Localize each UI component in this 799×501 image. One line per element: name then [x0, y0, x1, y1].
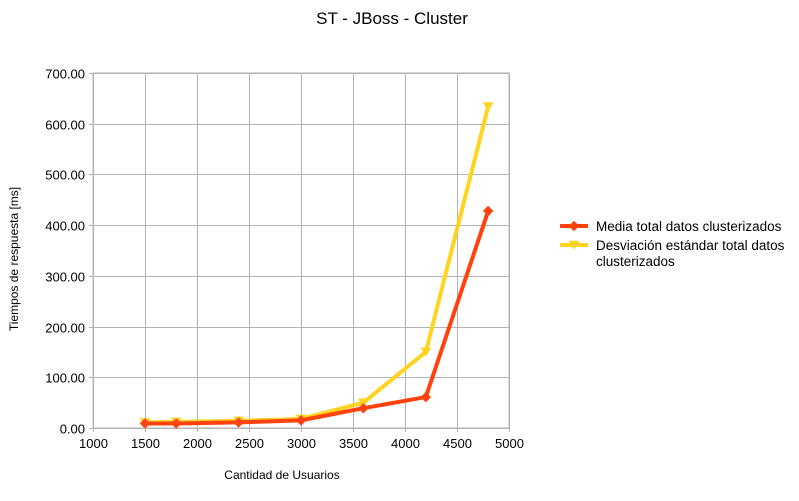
y-tick-label: 0.00 [60, 422, 85, 437]
legend-item-1: Desviación estándar total datosclusteriz… [560, 238, 785, 269]
y-tick-label: 600.00 [45, 118, 85, 133]
legend-label: Desviación estándar total datos [596, 238, 785, 253]
data-point-1 [420, 347, 432, 357]
x-tick-label: 5000 [495, 436, 524, 451]
y-tick-label: 200.00 [45, 321, 85, 336]
y-tick-label: 300.00 [45, 270, 85, 285]
data-point-0 [420, 391, 432, 403]
x-tick-label: 4500 [443, 436, 472, 451]
y-tick-label: 500.00 [45, 168, 85, 183]
y-axis-label: Tiempos de respuesta [ms] [7, 187, 21, 331]
data-point-0 [295, 415, 307, 426]
x-tick-label: 3500 [339, 436, 368, 451]
series-line-0 [143, 208, 491, 426]
legend-swatch-marker [568, 220, 580, 232]
y-tick-label: 700.00 [45, 67, 85, 82]
data-point-0 [170, 418, 182, 429]
x-tick-label: 3000 [287, 436, 316, 451]
grid-layer [92, 72, 510, 429]
x-tick-label: 4000 [391, 436, 420, 451]
data-point-0 [233, 417, 244, 428]
series-0 [139, 205, 494, 429]
legend-label: clusterizados [596, 254, 675, 269]
data-point-0 [358, 402, 369, 414]
y-tick-label: 400.00 [45, 219, 85, 234]
data-point-0 [139, 418, 151, 429]
legend-item-0: Media total datos clusterizados [560, 219, 782, 234]
series-1 [139, 102, 494, 428]
chart-title: ST - JBoss - Cluster [316, 9, 468, 28]
x-tick-label: 2000 [183, 436, 212, 451]
x-tick-label: 1000 [79, 436, 108, 451]
x-axis-label: Cantidad de Usuarios [224, 468, 339, 482]
legend-swatch-marker [568, 240, 580, 250]
data-point-1 [482, 102, 494, 112]
data-point-0 [482, 205, 494, 217]
y-tick-label: 100.00 [45, 371, 85, 386]
legend: Media total datos clusterizados Desviació… [560, 219, 785, 269]
legend-label: Media total datos clusterizados [596, 219, 782, 234]
series-layer [139, 102, 494, 429]
series-line-1 [143, 104, 491, 425]
axis-layer: 0.00 100.00 200.00 300.00 400.00 500.00 600.00… [45, 67, 524, 452]
x-tick-label: 2500 [235, 436, 264, 451]
x-tick-label: 1500 [131, 436, 160, 451]
